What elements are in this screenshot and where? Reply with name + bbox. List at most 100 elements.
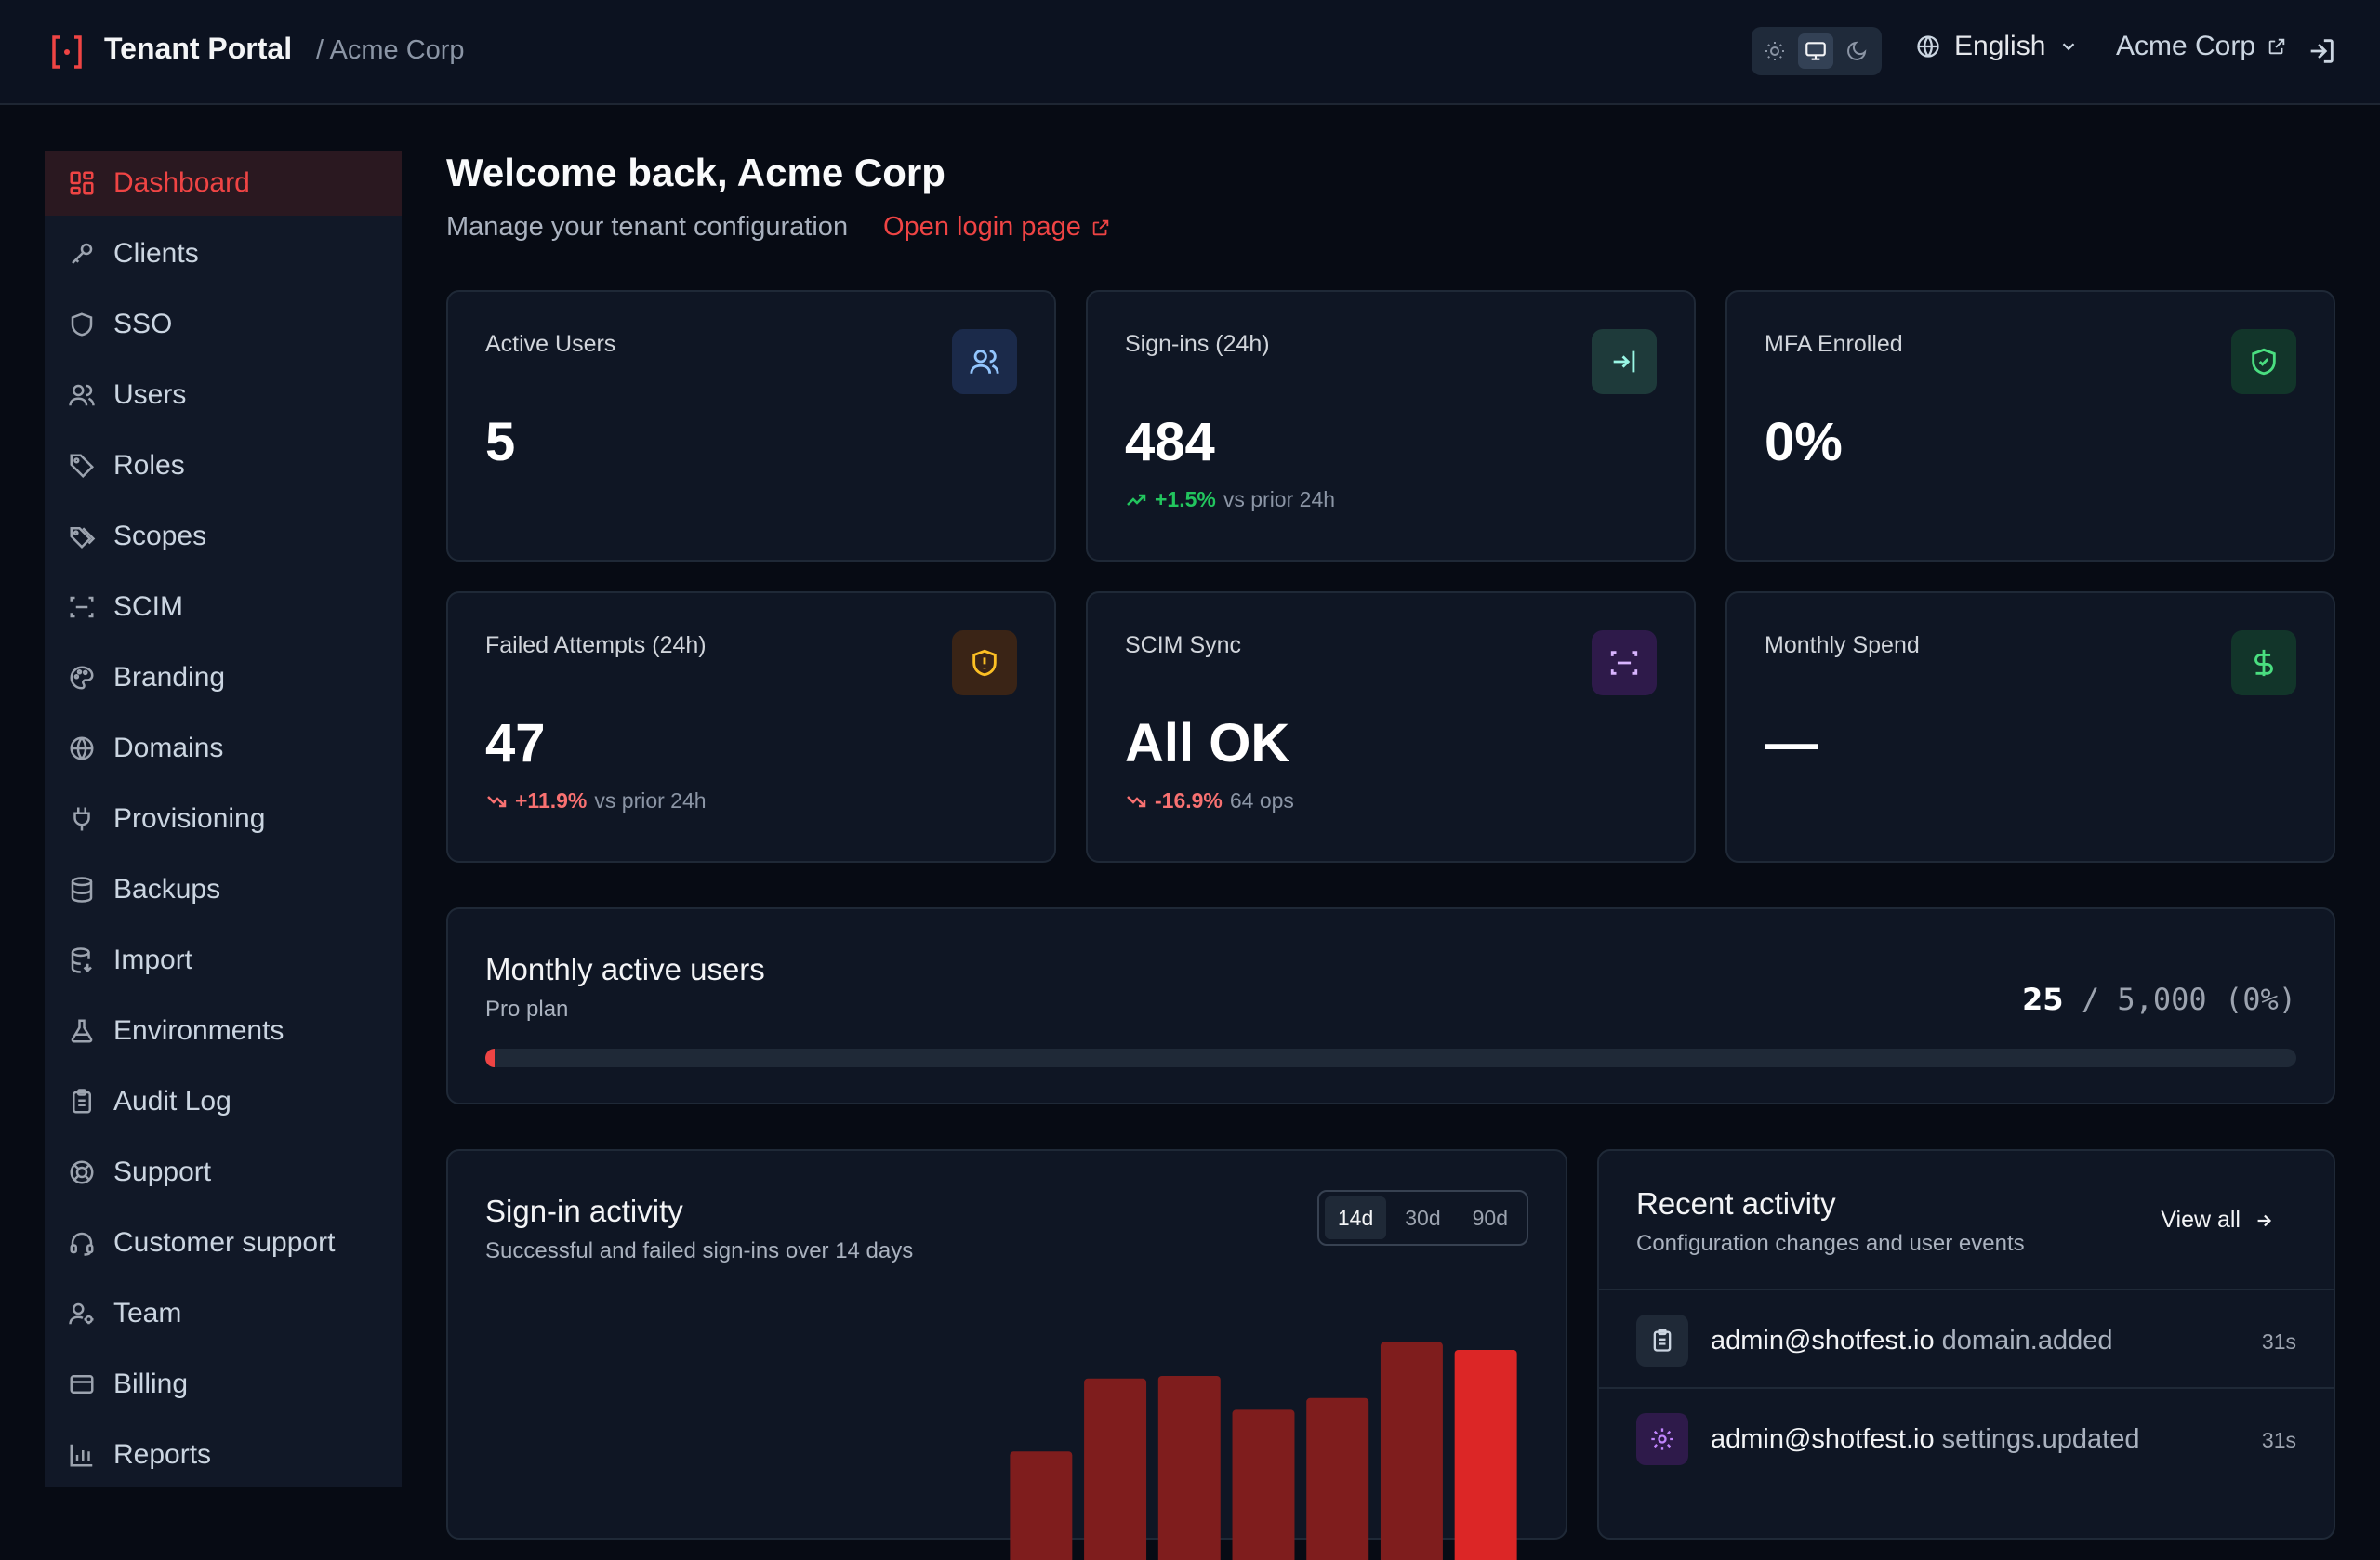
database-import-icon xyxy=(71,947,92,973)
sidebar-item-label: Dashboard xyxy=(113,167,250,198)
activity-text: admin@shotfest.io domain.added xyxy=(1711,1326,2113,1356)
stat-card-failed-attempts: Failed Attempts (24h) 47 +11.9% vs prior… xyxy=(446,591,1056,863)
stat-value: 484 xyxy=(1125,412,1215,472)
stat-card-sign-ins: Sign-ins (24h) 484 +1.5% vs prior 24h xyxy=(1086,290,1696,562)
stat-card-mfa-enrolled: MFA Enrolled 0% xyxy=(1726,290,2335,562)
sidebar-item-audit-log[interactable]: Audit Log xyxy=(45,1069,402,1134)
stat-card-active-users: Active Users 5 xyxy=(446,290,1056,562)
dollar-icon xyxy=(2231,630,2296,695)
sidebar-item-label: Environments xyxy=(113,1015,284,1046)
range-selector: 14d 30d 90d xyxy=(1316,1190,1528,1246)
shield-alert-icon xyxy=(952,630,1017,695)
shield-check-icon xyxy=(2231,329,2296,394)
sidebar-item-clients[interactable]: Clients xyxy=(45,221,402,286)
view-all-link[interactable]: View all xyxy=(2161,1207,2274,1234)
globe-icon xyxy=(70,736,94,760)
sidebar-item-label: Users xyxy=(113,379,187,410)
sidebar-item-label: SCIM xyxy=(113,591,183,622)
sidebar: Dashboard Clients SSO Users Roles Scopes… xyxy=(45,151,402,1487)
dark-theme-button[interactable] xyxy=(1839,33,1874,69)
chart-bar xyxy=(1084,1378,1147,1560)
sidebar-item-customer-support[interactable]: Customer support xyxy=(45,1210,402,1276)
view-all-label: View all xyxy=(2161,1207,2241,1233)
mau-progress-bar xyxy=(485,1049,2296,1067)
activity-user: admin@shotfest.io xyxy=(1711,1424,1935,1454)
sidebar-item-import[interactable]: Import xyxy=(45,928,402,993)
sidebar-item-users[interactable]: Users xyxy=(45,363,402,428)
account-link[interactable]: Acme Corp xyxy=(2116,31,2287,62)
sign-in-activity-title: Sign-in activity xyxy=(485,1194,683,1228)
clipboard-icon xyxy=(73,1089,91,1114)
range-90d-button[interactable]: 90d xyxy=(1472,1205,1508,1230)
sidebar-item-scopes[interactable]: Scopes xyxy=(45,504,402,569)
user-cog-icon xyxy=(69,1302,94,1325)
sidebar-item-label: Scopes xyxy=(113,521,207,551)
sidebar-item-roles[interactable]: Roles xyxy=(45,433,402,498)
sidebar-item-label: Support xyxy=(113,1157,212,1187)
sidebar-item-label: SSO xyxy=(113,309,173,339)
range-14d-button[interactable]: 14d xyxy=(1324,1196,1387,1239)
sidebar-item-label: Domains xyxy=(113,733,224,763)
key-icon xyxy=(72,243,93,264)
chart-bar xyxy=(1010,1451,1073,1560)
sidebar-item-provisioning[interactable]: Provisioning xyxy=(45,787,402,852)
sidebar-item-reports[interactable]: Reports xyxy=(45,1422,402,1487)
account-name: Acme Corp xyxy=(2116,31,2256,61)
chart-bar xyxy=(1157,1376,1221,1560)
light-theme-button[interactable] xyxy=(1757,33,1792,69)
moon-icon xyxy=(1847,41,1867,60)
trend-note: vs prior 24h xyxy=(1223,487,1336,511)
sidebar-item-backups[interactable]: Backups xyxy=(45,857,402,922)
sidebar-item-dashboard[interactable]: Dashboard xyxy=(45,151,402,216)
sidebar-item-branding[interactable]: Branding xyxy=(45,645,402,710)
language-selector[interactable]: English xyxy=(1915,31,2079,62)
breadcrumb: / Acme Corp xyxy=(316,35,465,65)
tags-icon xyxy=(70,527,96,549)
mau-title: Monthly active users xyxy=(485,952,765,986)
sidebar-item-label: Reports xyxy=(113,1439,212,1470)
range-30d-button[interactable]: 30d xyxy=(1405,1205,1441,1230)
sidebar-item-billing[interactable]: Billing xyxy=(45,1352,402,1417)
logout-icon[interactable] xyxy=(2306,35,2337,67)
sidebar-item-sso[interactable]: SSO xyxy=(45,292,402,357)
sidebar-item-team[interactable]: Team xyxy=(45,1281,402,1346)
sun-icon xyxy=(1765,42,1784,60)
sidebar-item-support[interactable]: Support xyxy=(45,1140,402,1205)
lifebuoy-icon xyxy=(70,1160,94,1184)
trend-note: vs prior 24h xyxy=(594,788,707,813)
stat-trend: +1.5% vs prior 24h xyxy=(1125,487,1335,512)
bar-chart-icon xyxy=(70,1444,93,1467)
sidebar-item-scim[interactable]: SCIM xyxy=(45,575,402,640)
sign-in-chart xyxy=(1010,1342,1517,1560)
sidebar-item-domains[interactable]: Domains xyxy=(45,716,402,781)
activity-row[interactable]: admin@shotfest.io domain.added 31s xyxy=(1599,1289,2334,1387)
settings-icon xyxy=(1636,1413,1688,1465)
sign-in-icon xyxy=(1592,329,1657,394)
open-login-page-link[interactable]: Open login page xyxy=(883,212,1111,243)
activity-event: settings.updated xyxy=(1941,1424,2140,1454)
trend-value: -16.9% xyxy=(1155,788,1223,813)
page-subtitle: Manage your tenant configuration xyxy=(446,212,849,242)
activity-row[interactable]: admin@shotfest.io settings.updated 31s xyxy=(1599,1387,2334,1486)
stat-card-monthly-spend: Monthly Spend — xyxy=(1726,591,2335,863)
sign-in-activity-subtitle: Successful and failed sign-ins over 14 d… xyxy=(485,1238,914,1263)
stat-label: SCIM Sync xyxy=(1125,632,1242,658)
stat-label: MFA Enrolled xyxy=(1765,331,1903,357)
sidebar-item-label: Import xyxy=(113,945,193,975)
stat-value: 0% xyxy=(1765,412,1843,472)
theme-switcher xyxy=(1752,27,1882,75)
recent-activity-subtitle: Configuration changes and user events xyxy=(1636,1231,2025,1256)
chart-bar xyxy=(1380,1342,1443,1560)
plug-icon xyxy=(73,807,90,831)
sidebar-item-environments[interactable]: Environments xyxy=(45,998,402,1064)
system-theme-button[interactable] xyxy=(1798,33,1833,69)
scan-icon xyxy=(70,596,94,618)
sidebar-item-label: Customer support xyxy=(113,1227,336,1258)
stat-label: Failed Attempts (24h) xyxy=(485,632,707,658)
brand-name[interactable]: Tenant Portal xyxy=(104,32,293,65)
mau-used: 25 xyxy=(2022,982,2064,1017)
globe-icon xyxy=(1917,35,1939,58)
trend-value: +11.9% xyxy=(515,788,588,813)
flask-icon xyxy=(71,1019,93,1043)
sidebar-item-label: Roles xyxy=(113,450,185,481)
